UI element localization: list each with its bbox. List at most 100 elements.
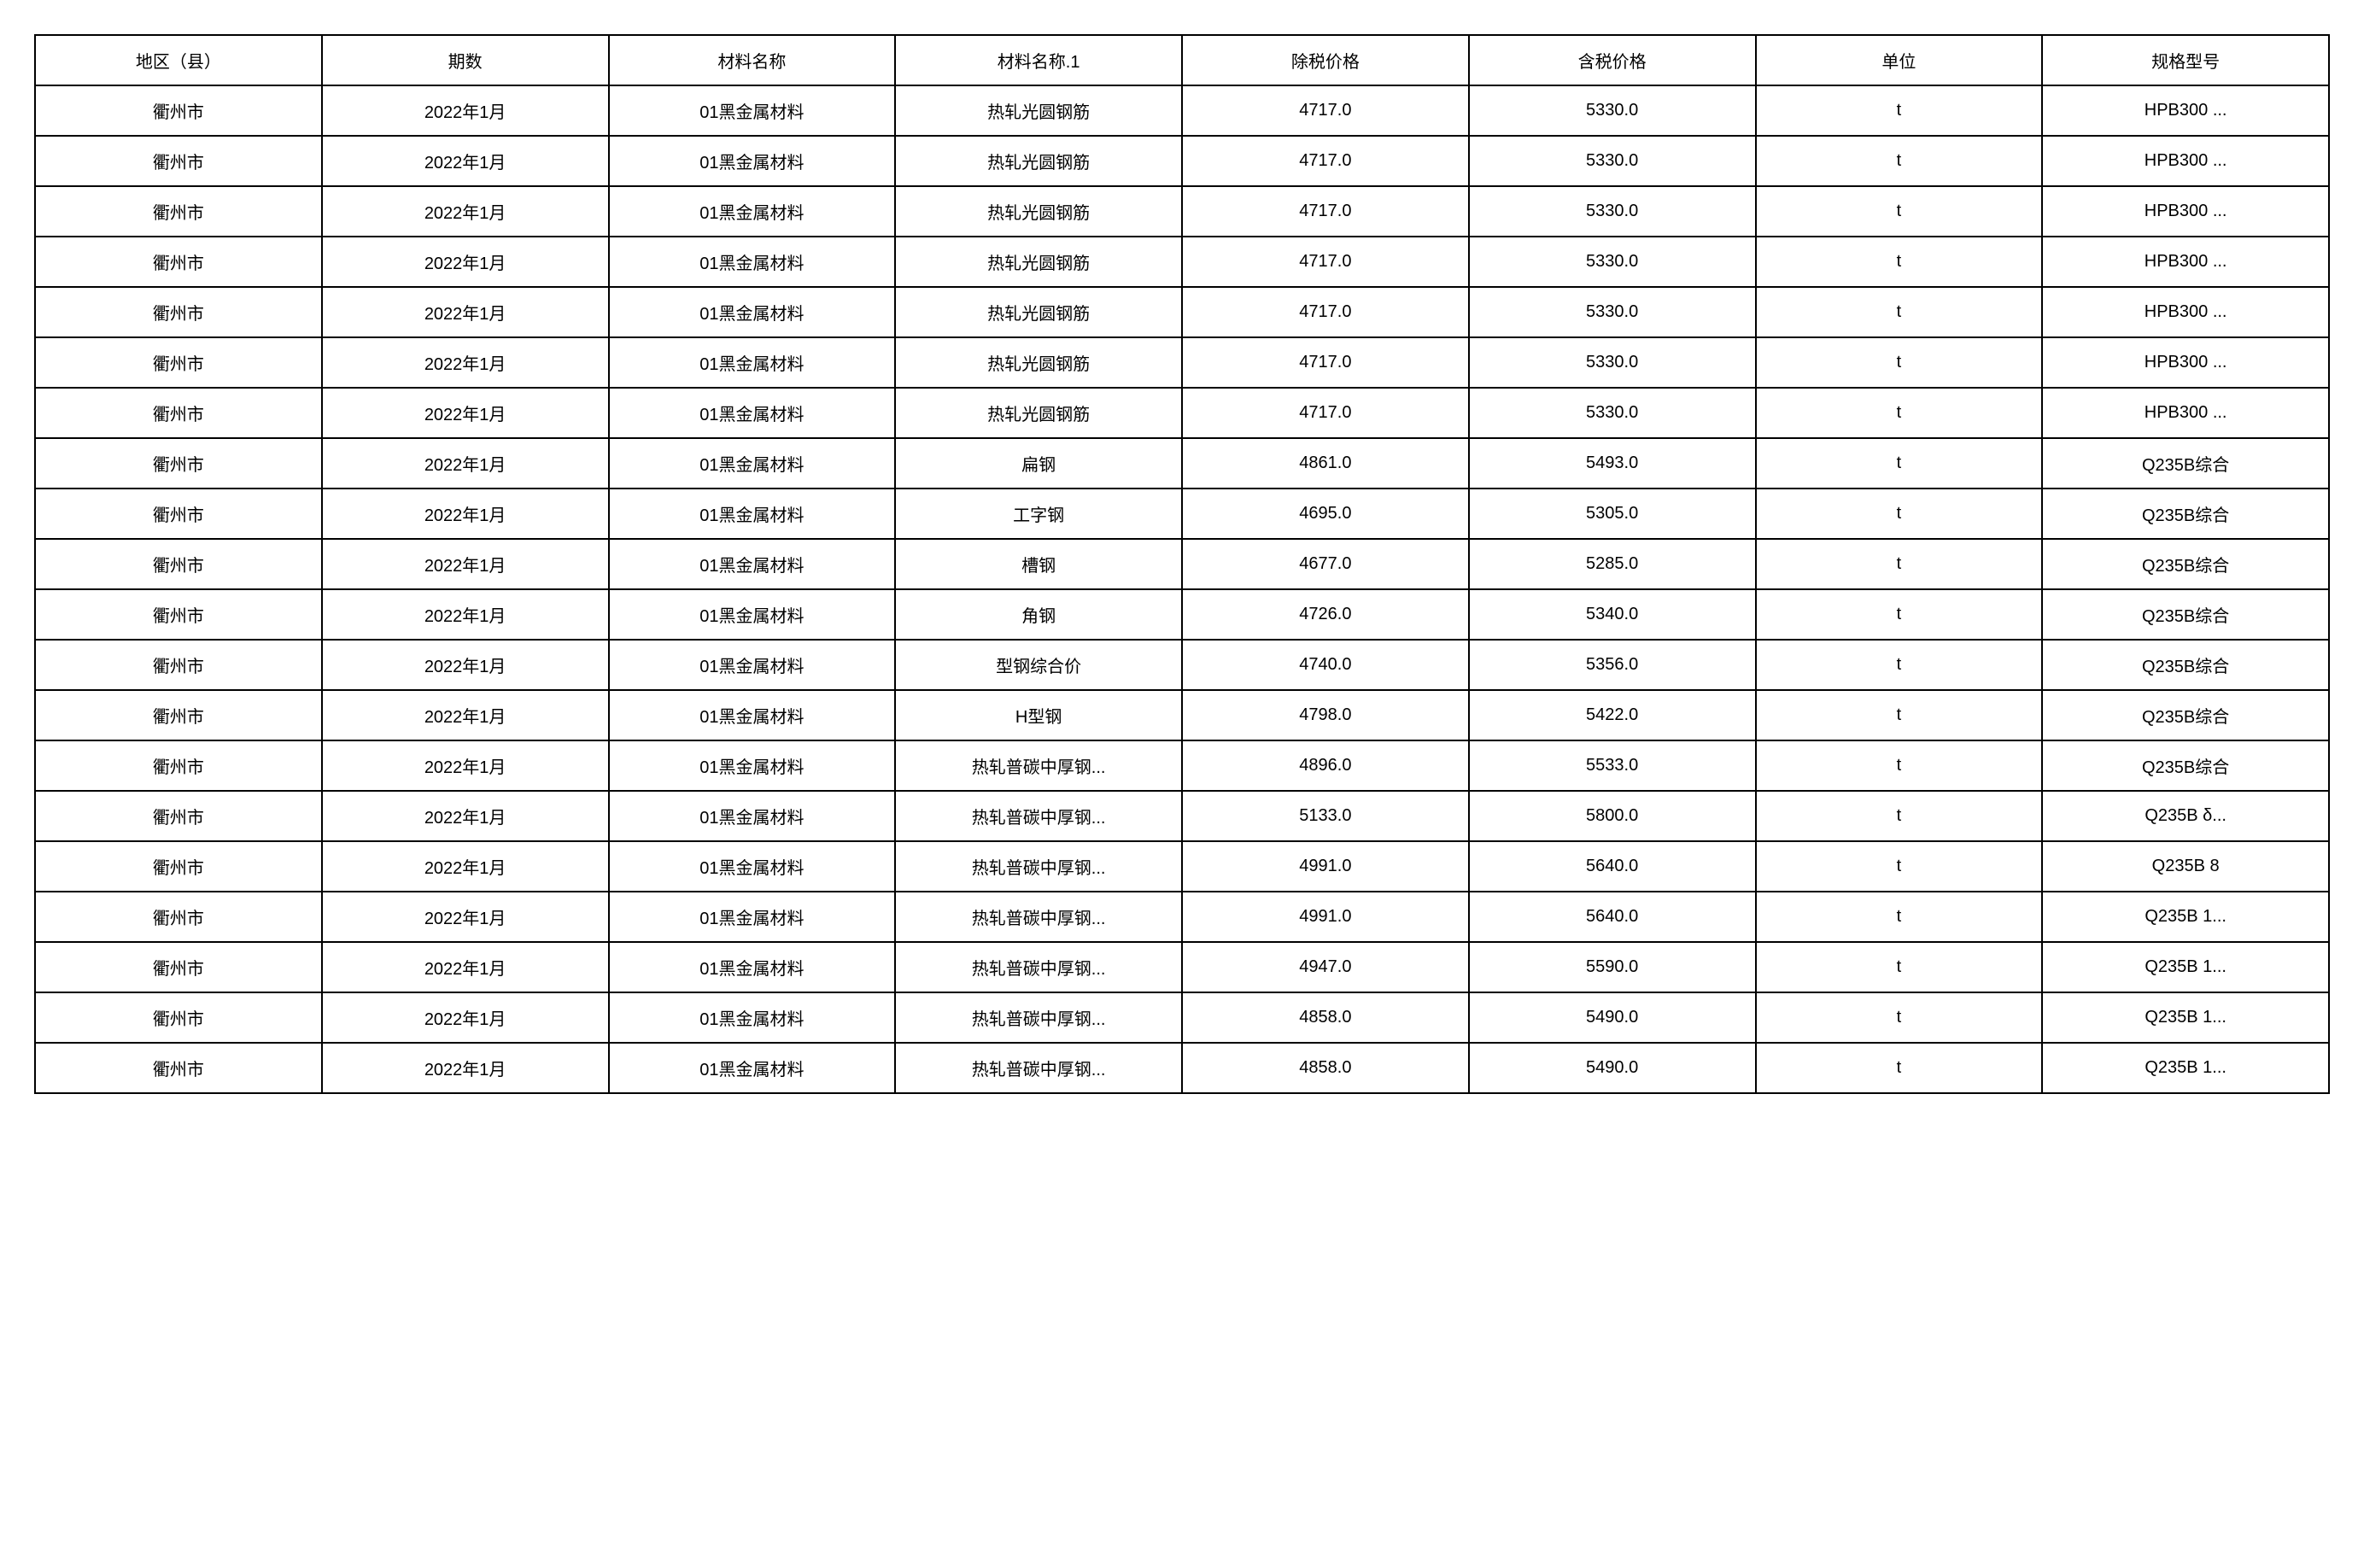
cell-material_name: 热轧光圆钢筋 <box>895 85 1182 136</box>
table-header-row: 地区（县） 期数 材料名称 材料名称.1 除税价格 含税价格 单位 规格型号 <box>35 35 2329 85</box>
cell-price_no_tax: 4991.0 <box>1182 892 1469 942</box>
table-row: 衢州市2022年1月01黑金属材料扁钢4861.05493.0tQ235B综合 <box>35 438 2329 489</box>
table-row: 衢州市2022年1月01黑金属材料热轧普碳中厚钢...4858.05490.0t… <box>35 992 2329 1043</box>
material-price-table: 地区（县） 期数 材料名称 材料名称.1 除税价格 含税价格 单位 规格型号 衢… <box>34 34 2330 1094</box>
cell-material_category: 01黑金属材料 <box>609 1043 896 1093</box>
cell-period: 2022年1月 <box>322 892 609 942</box>
cell-region: 衢州市 <box>35 640 322 690</box>
cell-material_name: 工字钢 <box>895 489 1182 539</box>
cell-spec: Q235B 8 <box>2042 841 2329 892</box>
cell-material_name: 热轧普碳中厚钢... <box>895 791 1182 841</box>
cell-price_no_tax: 4861.0 <box>1182 438 1469 489</box>
cell-unit: t <box>1756 388 2043 438</box>
cell-price_with_tax: 5340.0 <box>1469 589 1756 640</box>
table-row: 衢州市2022年1月01黑金属材料热轧普碳中厚钢...5133.05800.0t… <box>35 791 2329 841</box>
cell-material_name: 槽钢 <box>895 539 1182 589</box>
cell-material_category: 01黑金属材料 <box>609 539 896 589</box>
cell-spec: Q235B综合 <box>2042 589 2329 640</box>
cell-unit: t <box>1756 287 2043 337</box>
cell-price_with_tax: 5330.0 <box>1469 186 1756 237</box>
table-row: 衢州市2022年1月01黑金属材料型钢综合价4740.05356.0tQ235B… <box>35 640 2329 690</box>
cell-spec: HPB300 ... <box>2042 85 2329 136</box>
col-header-material-name: 材料名称.1 <box>895 35 1182 85</box>
col-header-price-with-tax: 含税价格 <box>1469 35 1756 85</box>
cell-price_with_tax: 5493.0 <box>1469 438 1756 489</box>
cell-price_with_tax: 5330.0 <box>1469 337 1756 388</box>
cell-unit: t <box>1756 489 2043 539</box>
table-header: 地区（县） 期数 材料名称 材料名称.1 除税价格 含税价格 单位 规格型号 <box>35 35 2329 85</box>
col-header-material-category: 材料名称 <box>609 35 896 85</box>
cell-price_no_tax: 4858.0 <box>1182 992 1469 1043</box>
cell-material_category: 01黑金属材料 <box>609 489 896 539</box>
cell-region: 衢州市 <box>35 136 322 186</box>
cell-region: 衢州市 <box>35 791 322 841</box>
cell-spec: Q235B 1... <box>2042 1043 2329 1093</box>
cell-spec: HPB300 ... <box>2042 388 2329 438</box>
cell-price_with_tax: 5330.0 <box>1469 388 1756 438</box>
cell-material_name: 型钢综合价 <box>895 640 1182 690</box>
cell-material_category: 01黑金属材料 <box>609 589 896 640</box>
cell-unit: t <box>1756 337 2043 388</box>
cell-unit: t <box>1756 690 2043 740</box>
cell-unit: t <box>1756 1043 2043 1093</box>
cell-material_category: 01黑金属材料 <box>609 690 896 740</box>
cell-unit: t <box>1756 438 2043 489</box>
cell-material_category: 01黑金属材料 <box>609 136 896 186</box>
cell-period: 2022年1月 <box>322 1043 609 1093</box>
cell-spec: HPB300 ... <box>2042 186 2329 237</box>
cell-region: 衢州市 <box>35 489 322 539</box>
col-header-unit: 单位 <box>1756 35 2043 85</box>
cell-region: 衢州市 <box>35 892 322 942</box>
cell-material_category: 01黑金属材料 <box>609 438 896 489</box>
cell-region: 衢州市 <box>35 740 322 791</box>
cell-price_no_tax: 4740.0 <box>1182 640 1469 690</box>
cell-spec: Q235B综合 <box>2042 740 2329 791</box>
cell-unit: t <box>1756 539 2043 589</box>
cell-material_name: 热轧普碳中厚钢... <box>895 942 1182 992</box>
cell-price_with_tax: 5533.0 <box>1469 740 1756 791</box>
cell-material_category: 01黑金属材料 <box>609 841 896 892</box>
cell-region: 衢州市 <box>35 287 322 337</box>
cell-price_with_tax: 5330.0 <box>1469 136 1756 186</box>
cell-price_no_tax: 4726.0 <box>1182 589 1469 640</box>
cell-price_no_tax: 4717.0 <box>1182 85 1469 136</box>
cell-spec: Q235B 1... <box>2042 892 2329 942</box>
table-row: 衢州市2022年1月01黑金属材料热轧普碳中厚钢...4858.05490.0t… <box>35 1043 2329 1093</box>
cell-price_no_tax: 4717.0 <box>1182 287 1469 337</box>
cell-material_category: 01黑金属材料 <box>609 287 896 337</box>
table-row: 衢州市2022年1月01黑金属材料热轧光圆钢筋4717.05330.0tHPB3… <box>35 388 2329 438</box>
cell-spec: HPB300 ... <box>2042 237 2329 287</box>
table-row: 衢州市2022年1月01黑金属材料热轧光圆钢筋4717.05330.0tHPB3… <box>35 237 2329 287</box>
table-row: 衢州市2022年1月01黑金属材料工字钢4695.05305.0tQ235B综合 <box>35 489 2329 539</box>
cell-region: 衢州市 <box>35 539 322 589</box>
cell-unit: t <box>1756 892 2043 942</box>
cell-unit: t <box>1756 237 2043 287</box>
cell-price_with_tax: 5490.0 <box>1469 992 1756 1043</box>
cell-region: 衢州市 <box>35 388 322 438</box>
cell-material_category: 01黑金属材料 <box>609 388 896 438</box>
table-row: 衢州市2022年1月01黑金属材料热轧普碳中厚钢...4896.05533.0t… <box>35 740 2329 791</box>
cell-price_no_tax: 4858.0 <box>1182 1043 1469 1093</box>
cell-region: 衢州市 <box>35 237 322 287</box>
cell-period: 2022年1月 <box>322 136 609 186</box>
cell-region: 衢州市 <box>35 589 322 640</box>
cell-material_name: 热轧光圆钢筋 <box>895 136 1182 186</box>
cell-spec: Q235B综合 <box>2042 438 2329 489</box>
cell-period: 2022年1月 <box>322 791 609 841</box>
cell-material_name: 热轧光圆钢筋 <box>895 388 1182 438</box>
cell-material_category: 01黑金属材料 <box>609 740 896 791</box>
cell-price_no_tax: 5133.0 <box>1182 791 1469 841</box>
cell-period: 2022年1月 <box>322 640 609 690</box>
cell-region: 衢州市 <box>35 841 322 892</box>
cell-spec: Q235B综合 <box>2042 489 2329 539</box>
cell-price_with_tax: 5285.0 <box>1469 539 1756 589</box>
cell-material_category: 01黑金属材料 <box>609 892 896 942</box>
cell-material_name: 热轧光圆钢筋 <box>895 237 1182 287</box>
cell-region: 衢州市 <box>35 438 322 489</box>
cell-material_name: 热轧光圆钢筋 <box>895 287 1182 337</box>
cell-price_with_tax: 5640.0 <box>1469 841 1756 892</box>
cell-region: 衢州市 <box>35 186 322 237</box>
cell-material_category: 01黑金属材料 <box>609 942 896 992</box>
table-row: 衢州市2022年1月01黑金属材料热轧普碳中厚钢...4947.05590.0t… <box>35 942 2329 992</box>
cell-material_category: 01黑金属材料 <box>609 85 896 136</box>
